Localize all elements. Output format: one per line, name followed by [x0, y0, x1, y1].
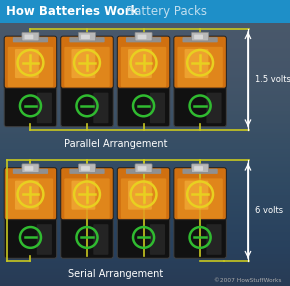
- FancyBboxPatch shape: [71, 49, 95, 78]
- FancyBboxPatch shape: [135, 32, 152, 41]
- FancyBboxPatch shape: [93, 224, 108, 255]
- Text: 1.5 volts: 1.5 volts: [255, 75, 290, 84]
- FancyBboxPatch shape: [15, 181, 39, 210]
- FancyBboxPatch shape: [174, 209, 226, 258]
- FancyBboxPatch shape: [128, 181, 152, 210]
- FancyBboxPatch shape: [81, 166, 90, 171]
- FancyBboxPatch shape: [138, 35, 146, 39]
- FancyBboxPatch shape: [4, 209, 57, 258]
- FancyBboxPatch shape: [13, 37, 48, 42]
- Text: How Batteries Work: How Batteries Work: [6, 5, 138, 18]
- FancyBboxPatch shape: [25, 166, 33, 171]
- FancyBboxPatch shape: [22, 32, 39, 41]
- Bar: [0, 0, 290, 23]
- FancyBboxPatch shape: [117, 209, 170, 258]
- FancyBboxPatch shape: [22, 164, 39, 172]
- FancyBboxPatch shape: [194, 166, 203, 171]
- Text: Serial Arrangement: Serial Arrangement: [68, 269, 164, 279]
- FancyBboxPatch shape: [174, 168, 226, 220]
- FancyBboxPatch shape: [37, 93, 52, 123]
- FancyBboxPatch shape: [174, 78, 226, 127]
- FancyBboxPatch shape: [206, 93, 222, 123]
- FancyBboxPatch shape: [71, 181, 95, 210]
- FancyBboxPatch shape: [61, 36, 113, 88]
- FancyBboxPatch shape: [206, 224, 222, 255]
- FancyBboxPatch shape: [37, 224, 52, 255]
- FancyBboxPatch shape: [135, 164, 152, 172]
- FancyBboxPatch shape: [150, 224, 165, 255]
- FancyBboxPatch shape: [192, 32, 209, 41]
- FancyBboxPatch shape: [177, 178, 223, 219]
- FancyBboxPatch shape: [184, 49, 209, 78]
- FancyBboxPatch shape: [4, 36, 57, 88]
- FancyBboxPatch shape: [4, 78, 57, 127]
- FancyBboxPatch shape: [8, 178, 53, 219]
- FancyBboxPatch shape: [182, 37, 218, 42]
- FancyBboxPatch shape: [15, 49, 39, 78]
- FancyBboxPatch shape: [117, 36, 170, 88]
- FancyBboxPatch shape: [126, 37, 161, 42]
- FancyBboxPatch shape: [117, 168, 170, 220]
- FancyBboxPatch shape: [79, 164, 95, 172]
- FancyBboxPatch shape: [138, 166, 146, 171]
- FancyBboxPatch shape: [64, 178, 110, 219]
- FancyBboxPatch shape: [4, 168, 57, 220]
- FancyBboxPatch shape: [81, 35, 90, 39]
- FancyBboxPatch shape: [61, 78, 113, 127]
- FancyBboxPatch shape: [121, 47, 166, 87]
- Text: ©2007 HowStuffWorks: ©2007 HowStuffWorks: [214, 278, 281, 283]
- FancyBboxPatch shape: [8, 47, 53, 87]
- FancyBboxPatch shape: [174, 36, 226, 88]
- FancyBboxPatch shape: [61, 209, 113, 258]
- FancyBboxPatch shape: [93, 93, 108, 123]
- FancyBboxPatch shape: [69, 169, 105, 174]
- Text: 6 volts: 6 volts: [255, 206, 283, 215]
- FancyBboxPatch shape: [13, 169, 48, 174]
- FancyBboxPatch shape: [79, 32, 95, 41]
- FancyBboxPatch shape: [25, 35, 33, 39]
- FancyBboxPatch shape: [69, 37, 105, 42]
- FancyBboxPatch shape: [128, 49, 152, 78]
- FancyBboxPatch shape: [182, 169, 218, 174]
- FancyBboxPatch shape: [126, 169, 161, 174]
- FancyBboxPatch shape: [121, 178, 166, 219]
- Text: Battery Packs: Battery Packs: [126, 5, 207, 18]
- FancyBboxPatch shape: [184, 181, 209, 210]
- FancyBboxPatch shape: [177, 47, 223, 87]
- FancyBboxPatch shape: [192, 164, 209, 172]
- FancyBboxPatch shape: [194, 35, 203, 39]
- Text: Parallel Arrangement: Parallel Arrangement: [64, 139, 168, 149]
- FancyBboxPatch shape: [150, 93, 165, 123]
- FancyBboxPatch shape: [61, 168, 113, 220]
- FancyBboxPatch shape: [64, 47, 110, 87]
- FancyBboxPatch shape: [117, 78, 170, 127]
